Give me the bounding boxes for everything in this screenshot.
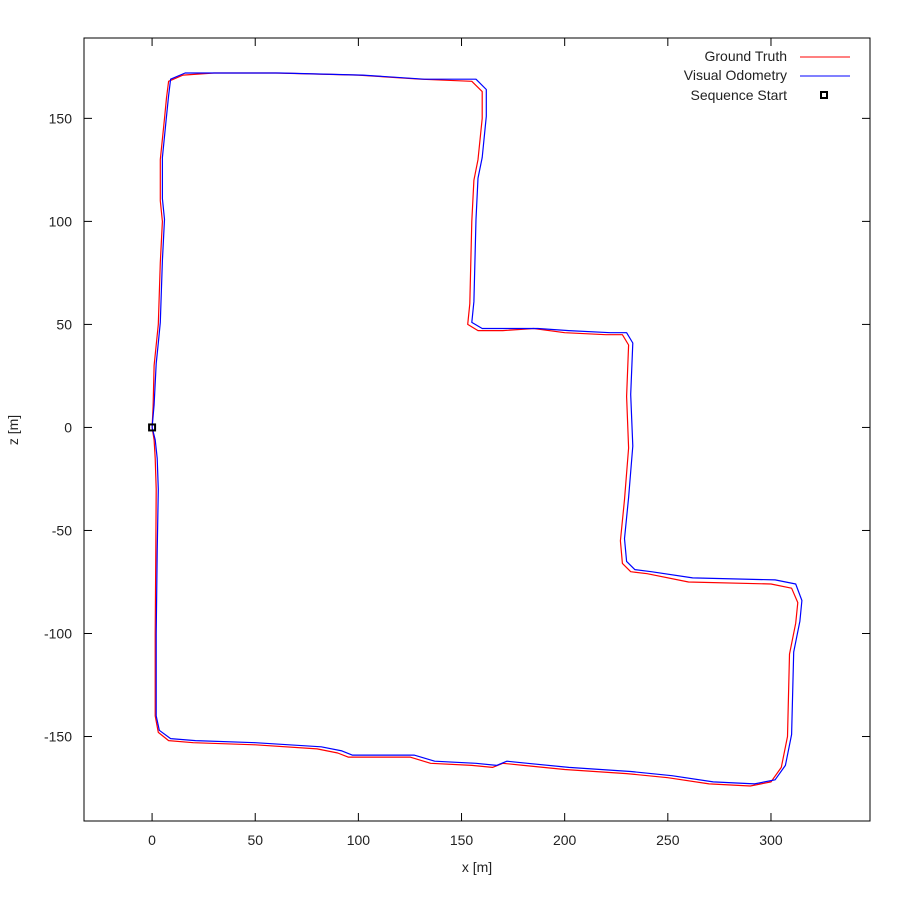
x-tick-label: 0 [148, 832, 156, 848]
y-tick-label: 50 [56, 316, 72, 332]
x-tick-label: 100 [347, 832, 371, 848]
series-line-ground-truth [151, 72, 799, 787]
x-axis-label: x [m] [462, 859, 492, 875]
series-line-visual-odometry [151, 72, 803, 785]
legend-label-ground-truth: Ground Truth [705, 48, 788, 64]
y-tick-label: 0 [64, 419, 72, 435]
y-tick-label: -150 [44, 729, 72, 745]
axis-ticks [84, 38, 870, 821]
x-tick-label: 50 [247, 832, 263, 848]
axis-tick-labels: 0 50 100 150 200 250 300 -150 -100 -50 0 50 100 150 [44, 110, 783, 848]
series-layer [151, 72, 803, 787]
y-tick-label: 150 [49, 110, 73, 126]
y-tick-label: -50 [52, 522, 72, 538]
marker-layer [148, 423, 157, 432]
legend-swatch-sequence-start [820, 91, 828, 99]
x-tick-label: 250 [656, 832, 680, 848]
y-tick-label: 100 [49, 213, 73, 229]
x-tick-label: 300 [759, 832, 783, 848]
x-tick-label: 200 [553, 832, 577, 848]
legend-label-visual-odometry: Visual Odometry [684, 67, 787, 83]
plot-frame [83, 37, 871, 822]
sequence-start-marker [148, 423, 157, 432]
x-tick-label: 150 [450, 832, 474, 848]
y-tick-label: -100 [44, 625, 72, 641]
y-axis-label: z [m] [5, 415, 21, 445]
legend: Ground Truth Visual Odometry Sequence St… [684, 48, 850, 103]
legend-label-sequence-start: Sequence Start [690, 87, 787, 103]
